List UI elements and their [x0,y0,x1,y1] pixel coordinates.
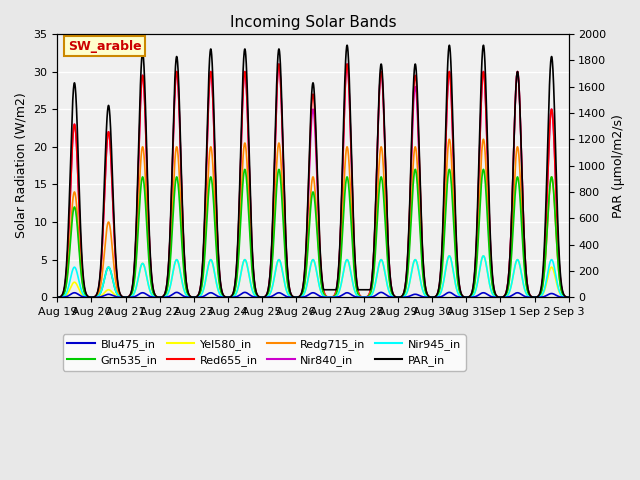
Y-axis label: PAR (μmol/m2/s): PAR (μmol/m2/s) [612,114,625,217]
Legend: Blu475_in, Grn535_in, Yel580_in, Red655_in, Redg715_in, Nir840_in, Nir945_in, PA: Blu475_in, Grn535_in, Yel580_in, Red655_… [63,335,465,371]
Text: SW_arable: SW_arable [68,40,141,53]
Y-axis label: Solar Radiation (W/m2): Solar Radiation (W/m2) [15,93,28,239]
Title: Incoming Solar Bands: Incoming Solar Bands [230,15,396,30]
